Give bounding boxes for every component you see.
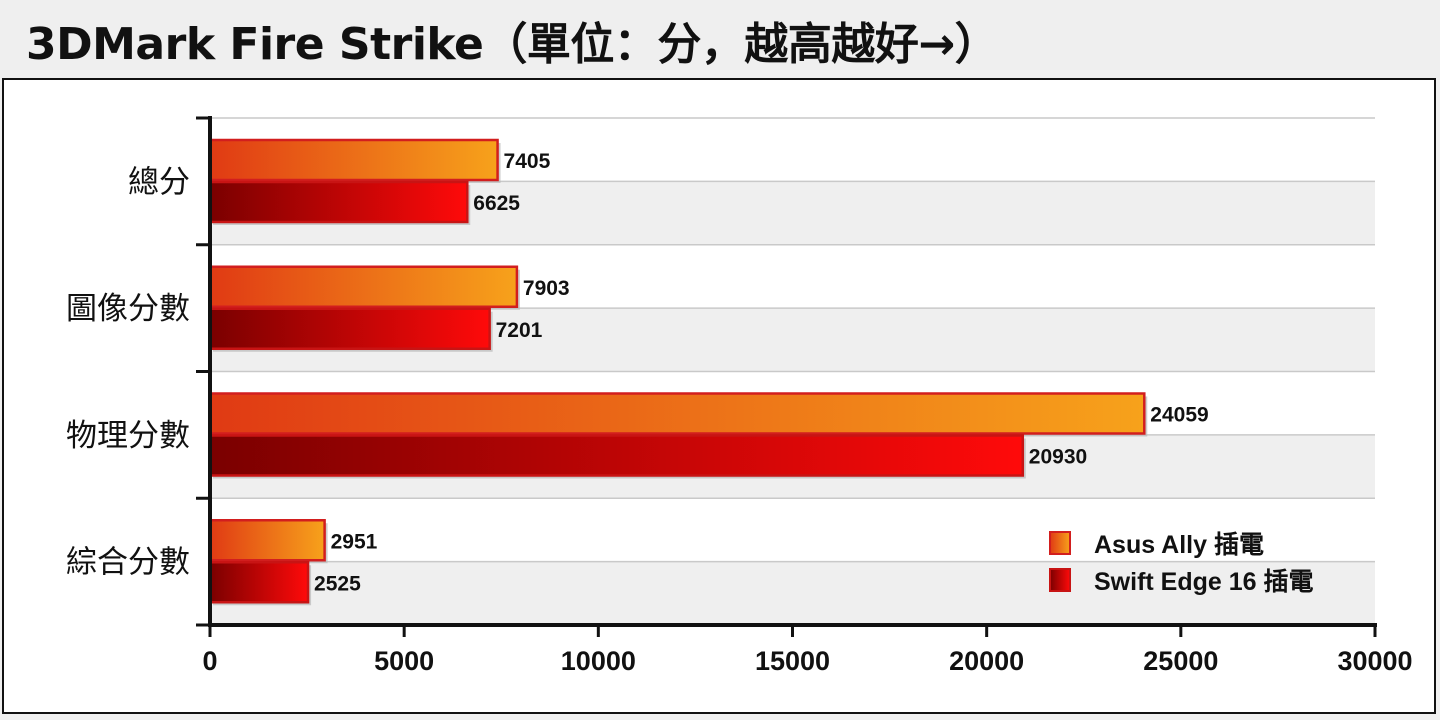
bar-asus-ally-插電 xyxy=(208,138,499,182)
value-label: 24059 xyxy=(1150,404,1208,427)
bar-swift-edge-16-插電 xyxy=(208,561,310,604)
bar-swift-edge-16-插電 xyxy=(208,434,1025,477)
value-label: 7405 xyxy=(504,150,551,173)
value-label: 20930 xyxy=(1029,446,1087,469)
gridlines xyxy=(210,117,1375,563)
x-tick-label: 25000 xyxy=(1143,646,1218,676)
bar-swift-edge-16-插電 xyxy=(208,180,469,224)
bar-swift-edge-16-插電 xyxy=(208,307,491,350)
x-tick-label: 0 xyxy=(202,646,217,676)
bars xyxy=(208,138,1148,606)
legend-swatch-asus-ally-插電 xyxy=(1049,531,1071,555)
x-tick-label: 20000 xyxy=(949,646,1024,676)
axes xyxy=(196,116,1377,637)
bar-asus-ally-插電 xyxy=(208,392,1146,435)
x-tick-label: 15000 xyxy=(755,646,830,676)
labels: 7405 6625 總分 7903 7201 圖像分數 24059 20930 物理分數 2951… xyxy=(66,150,1413,676)
title-bar: 3DMark Fire Strike（單位：分，越高越好→） xyxy=(0,0,1440,78)
legend-swatch-swift-edge-16-插電 xyxy=(1049,568,1071,592)
x-tick-label: 5000 xyxy=(374,646,434,676)
x-tick-label: 10000 xyxy=(561,646,636,676)
category-label: 圖像分數 xyxy=(66,291,190,327)
legend-label-asus-ally-插電: Asus Ally 插電 xyxy=(1094,531,1264,559)
row-band xyxy=(210,561,1375,625)
value-label: 2525 xyxy=(314,572,361,595)
category-label: 總分 xyxy=(128,164,190,200)
value-label: 7201 xyxy=(496,319,543,342)
legend: Asus Ally 插電 Swift Edge 16 插電 xyxy=(1049,531,1313,596)
category-label: 物理分數 xyxy=(66,418,190,454)
bar-asus-ally-插電 xyxy=(208,519,326,562)
value-label: 6625 xyxy=(473,192,520,215)
value-label: 7903 xyxy=(523,277,570,300)
chart-title: 3DMark Fire Strike（單位：分，越高越好→） xyxy=(26,19,999,70)
value-label: 2951 xyxy=(331,530,378,553)
legend-label-swift-edge-16-插電: Swift Edge 16 插電 xyxy=(1094,568,1313,596)
bar-asus-ally-插電 xyxy=(208,265,519,308)
category-label: 綜合分數 xyxy=(66,545,190,581)
x-tick-label: 30000 xyxy=(1337,646,1412,676)
